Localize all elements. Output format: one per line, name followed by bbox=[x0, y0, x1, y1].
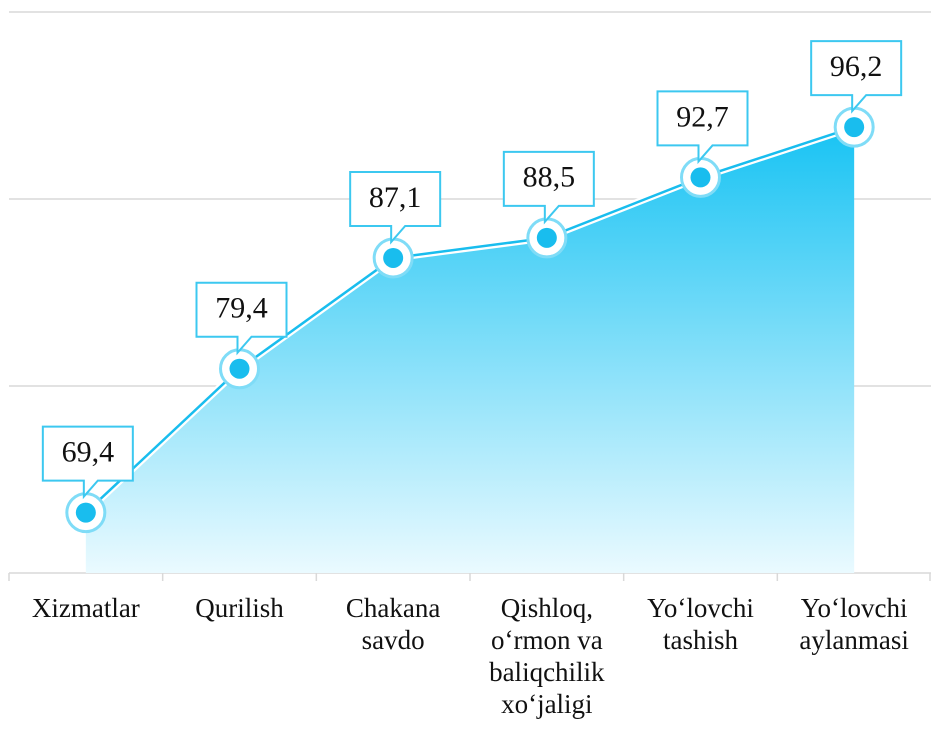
marker-dot bbox=[690, 167, 711, 188]
value-label: 92,7 bbox=[676, 100, 729, 133]
value-label: 88,5 bbox=[523, 161, 576, 194]
marker-dot bbox=[229, 358, 250, 379]
area bbox=[85, 127, 855, 574]
x-tick-label: Qurilish bbox=[195, 593, 284, 623]
label-callout bbox=[656, 90, 749, 165]
label-callout bbox=[502, 150, 595, 225]
label-callout bbox=[195, 281, 288, 356]
x-tick-label: Yo‘lovchi aylanmasi bbox=[799, 593, 909, 655]
value-label: 69,4 bbox=[62, 435, 115, 468]
marker-dot bbox=[75, 502, 96, 523]
value-label: 79,4 bbox=[215, 292, 268, 325]
x-tick-label: Xizmatlar bbox=[31, 593, 140, 623]
x-tick-label: Chakana savdo bbox=[345, 593, 441, 655]
x-tick-label: Yo‘lovchi tashish bbox=[647, 593, 754, 655]
value-label: 87,1 bbox=[369, 181, 422, 214]
value-label: 96,2 bbox=[830, 50, 883, 83]
line bbox=[84, 125, 855, 514]
label-callout bbox=[41, 425, 134, 500]
label-callout bbox=[810, 40, 903, 114]
x-tick-label: Qishloq, o‘rmon va baliqchilik xo‘jaligi bbox=[489, 593, 605, 719]
marker-dot bbox=[536, 227, 557, 248]
marker-dot bbox=[383, 247, 404, 268]
label-callout bbox=[349, 170, 442, 245]
marker-dot bbox=[844, 117, 865, 138]
